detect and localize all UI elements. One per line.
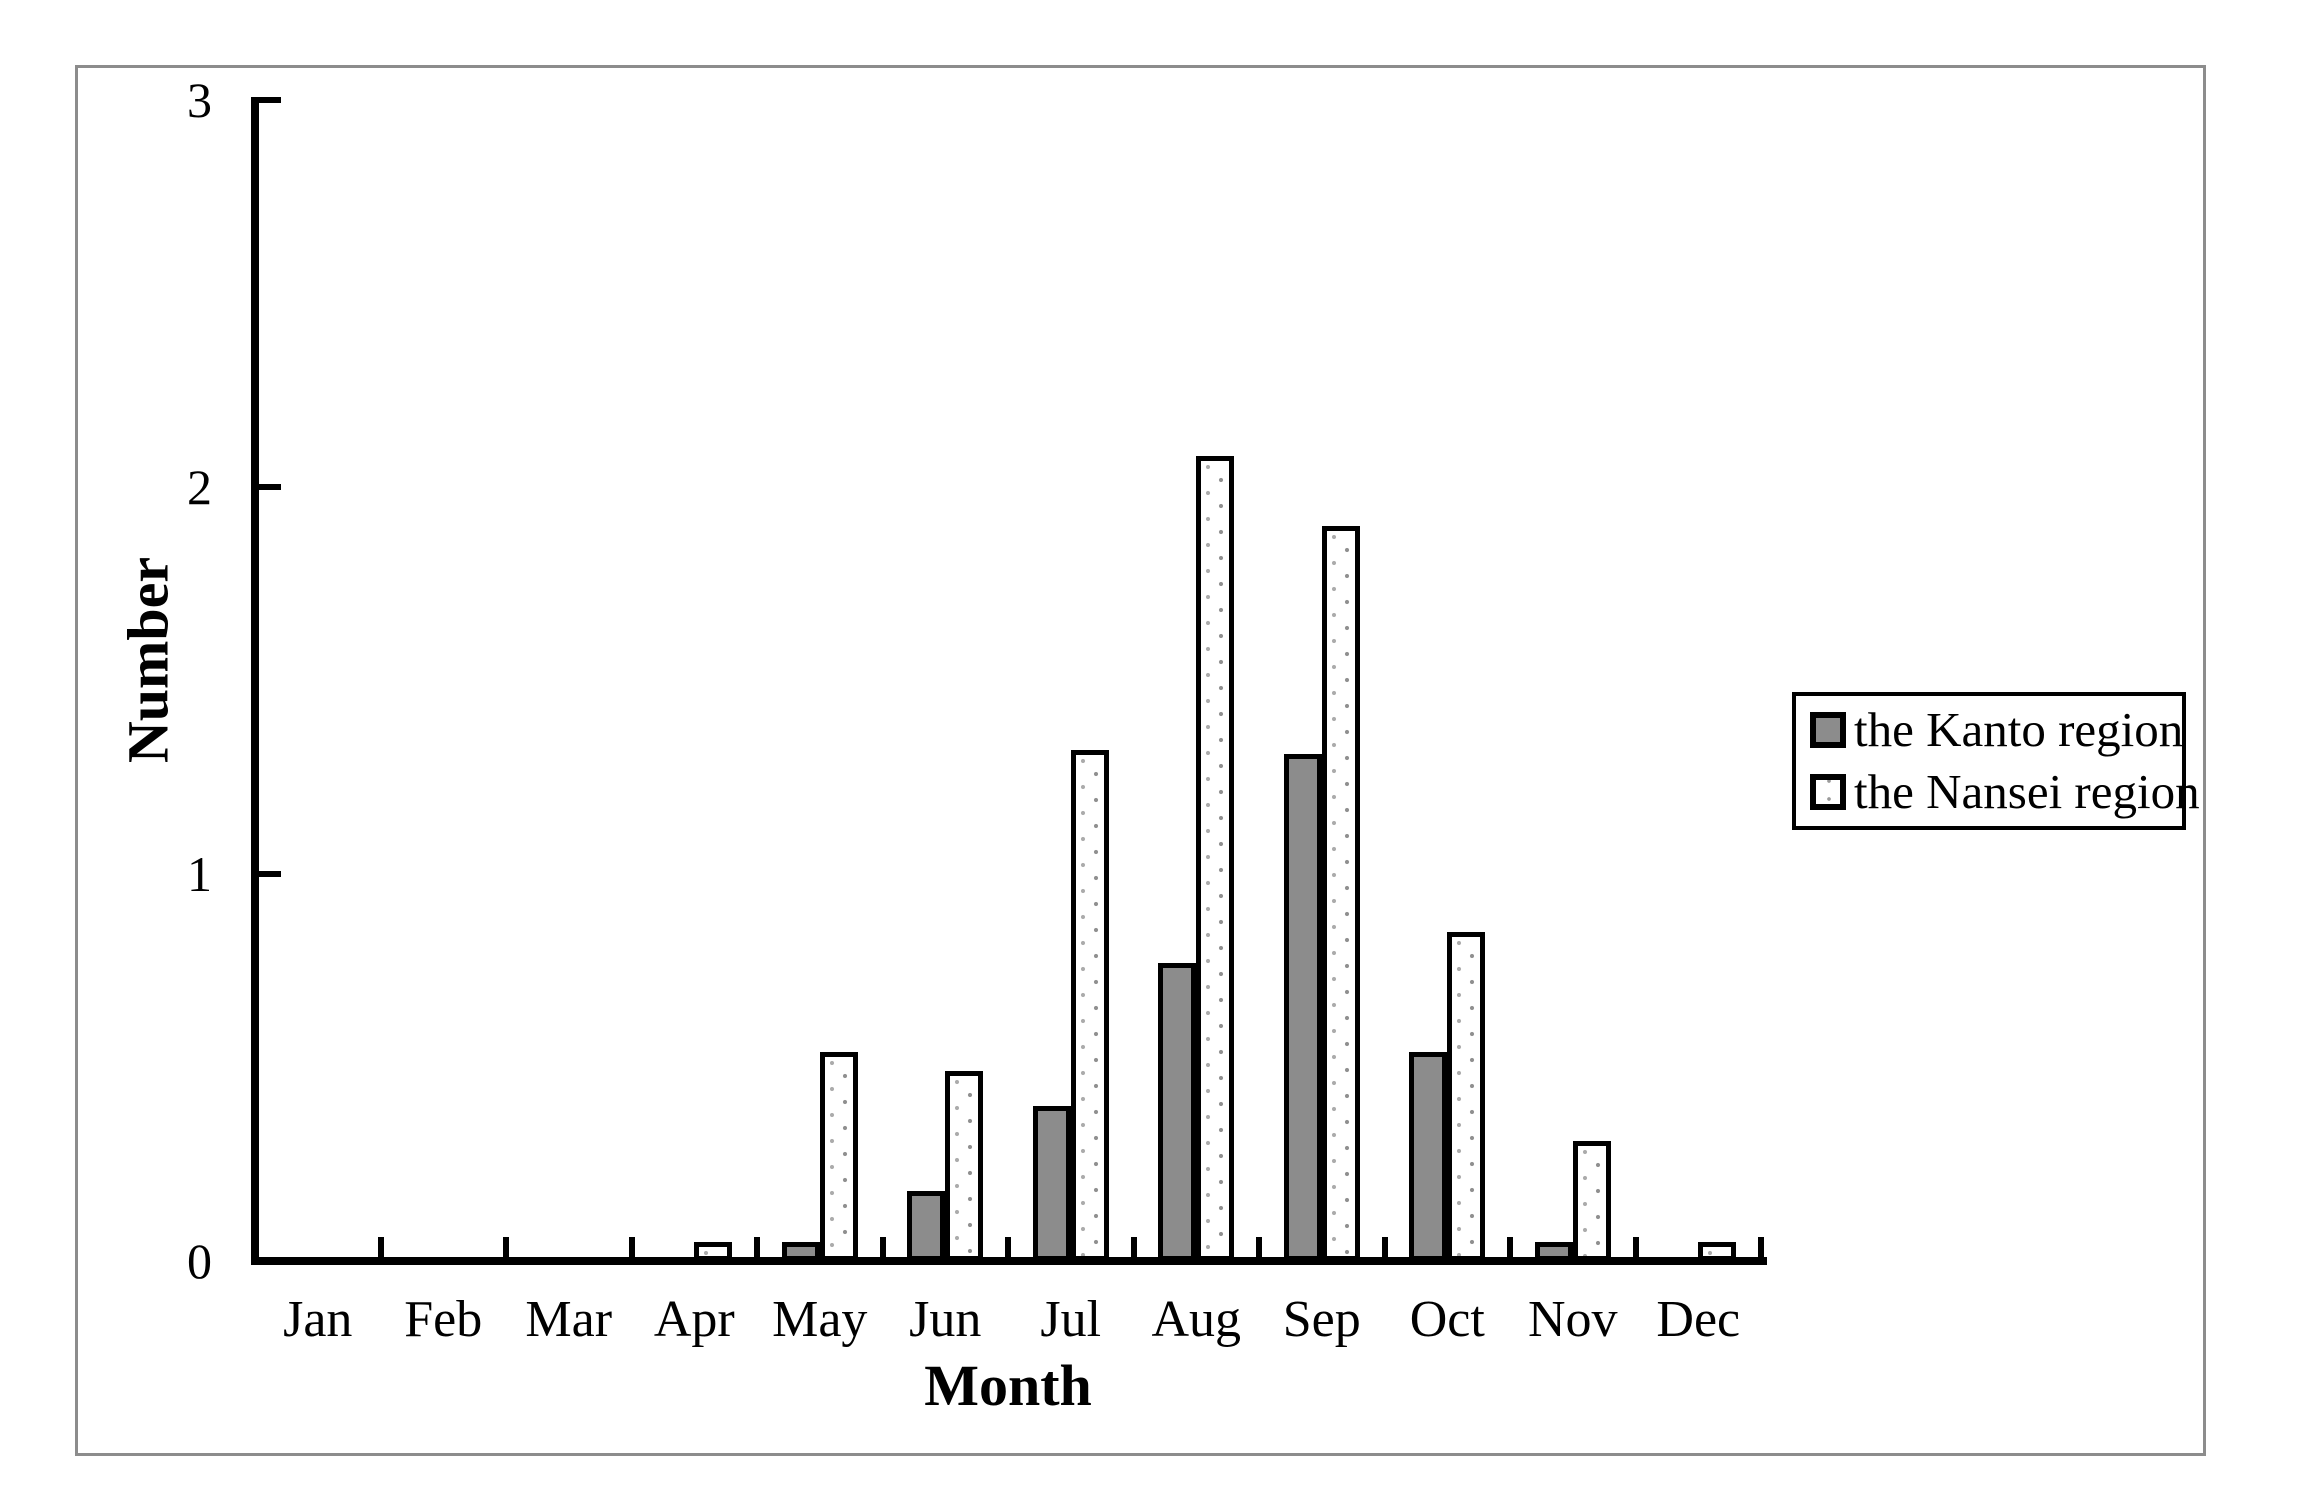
- bar-kanto-jul: [1032, 1106, 1071, 1261]
- x-axis-tick: [1381, 1237, 1388, 1257]
- x-axis-title: Month: [924, 1353, 1092, 1418]
- x-tick-label-aug: Aug: [1151, 1291, 1242, 1348]
- bar-kanto-jun: [907, 1191, 946, 1261]
- y-axis-line: [251, 97, 259, 1265]
- y-tick-label-3: 3: [187, 72, 212, 128]
- legend-label-nansei: the Nansei region: [1854, 763, 2200, 819]
- y-axis-tick: [259, 97, 281, 103]
- x-axis-tick: [628, 1237, 635, 1257]
- x-axis-tick: [377, 1237, 384, 1257]
- x-axis-tick: [754, 1237, 760, 1257]
- legend-label-kanto: the Kanto region: [1854, 702, 2184, 758]
- bar-nansei-oct: [1447, 932, 1486, 1261]
- bar-nansei-nov: [1572, 1141, 1611, 1261]
- x-tick-label-feb: Feb: [404, 1291, 483, 1348]
- bar-nansei-jul: [1070, 750, 1109, 1261]
- bar-nansei-may: [819, 1052, 858, 1261]
- x-axis-tick: [1130, 1237, 1137, 1257]
- bar-nansei-aug: [1196, 456, 1235, 1261]
- y-axis-title: Number: [115, 556, 181, 764]
- kanto-swatch-icon: [1810, 712, 1846, 749]
- x-axis-tick: [1758, 1237, 1764, 1257]
- x-tick-label-oct: Oct: [1409, 1291, 1485, 1348]
- x-axis-tick: [1632, 1237, 1639, 1257]
- x-axis-tick: [1256, 1237, 1262, 1257]
- x-tick-label-jun: Jun: [909, 1291, 982, 1348]
- x-axis-tick: [1507, 1237, 1513, 1257]
- x-tick-label-apr: Apr: [653, 1291, 735, 1348]
- x-tick-label-may: May: [772, 1291, 868, 1348]
- y-tick-label-1: 1: [187, 846, 212, 902]
- x-tick-label-jan: Jan: [283, 1291, 353, 1348]
- x-tick-label-nov: Nov: [1527, 1291, 1618, 1348]
- legend-item-kanto: the Kanto region: [1796, 702, 2184, 758]
- bar-nansei-sep: [1321, 526, 1360, 1261]
- x-axis-tick: [1005, 1237, 1011, 1257]
- y-axis-tick: [259, 871, 281, 877]
- x-axis-tick: [879, 1237, 886, 1257]
- bar-kanto-sep: [1283, 754, 1322, 1261]
- y-tick-label-2: 2: [187, 459, 212, 515]
- y-axis-tick: [259, 484, 281, 490]
- bar-nansei-jun: [945, 1071, 984, 1261]
- nansei-swatch-icon: [1810, 773, 1846, 810]
- y-tick-label-0: 0: [187, 1233, 212, 1289]
- x-tick-label-mar: Mar: [525, 1291, 613, 1348]
- x-tick-label-dec: Dec: [1656, 1291, 1741, 1348]
- legend-box: the Kanto region the Nansei region: [1792, 692, 2200, 830]
- bar-kanto-aug: [1158, 963, 1197, 1261]
- x-tick-label-sep: Sep: [1282, 1291, 1361, 1348]
- bar-kanto-oct: [1409, 1052, 1448, 1261]
- x-axis-line: [251, 1257, 1767, 1265]
- x-tick-label-jul: Jul: [1040, 1291, 1102, 1348]
- legend-item-nansei: the Nansei region: [1796, 764, 2200, 819]
- x-axis-tick: [503, 1237, 509, 1257]
